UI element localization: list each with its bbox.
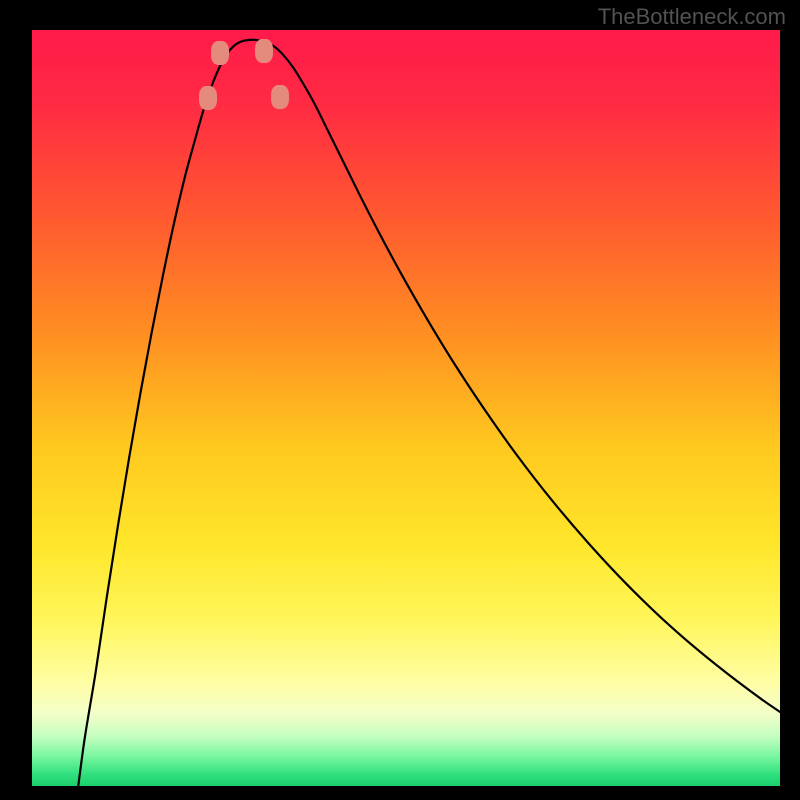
gradient-background <box>32 30 780 786</box>
watermark-text: TheBottleneck.com <box>598 4 786 30</box>
curve-marker <box>271 85 289 109</box>
curve-marker <box>255 39 273 63</box>
curve-marker <box>199 86 217 110</box>
curve-marker <box>211 41 229 65</box>
plot-area <box>32 30 780 786</box>
